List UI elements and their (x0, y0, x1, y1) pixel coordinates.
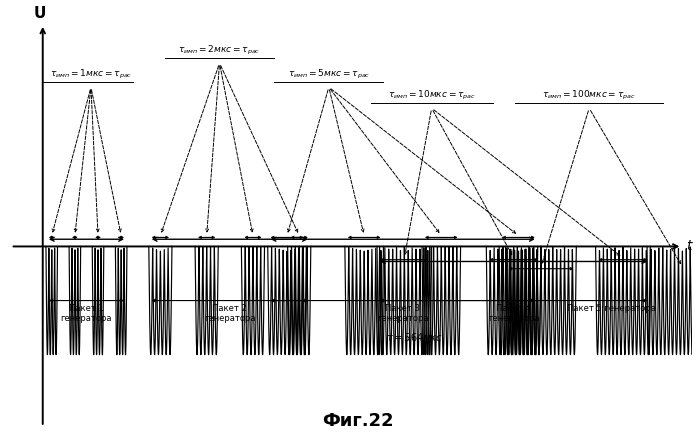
Text: Пакет 1
генератора: Пакет 1 генератора (61, 304, 113, 323)
Text: $\tau_{\mathit{имп}}=5\mathit{мкс}=\tau_{\mathit{рас}}$: $\tau_{\mathit{имп}}=5\mathit{мкс}=\tau_… (288, 68, 370, 81)
Text: $\tau_{\mathit{имп}}=10\mathit{мкс}=\tau_{\mathit{рас}}$: $\tau_{\mathit{имп}}=10\mathit{мкс}=\tau… (388, 89, 476, 102)
Text: Пакет 2
генератора: Пакет 2 генератора (204, 304, 256, 323)
Text: $\tau_{\mathit{имп}}=1\mathit{мкс}=\tau_{\mathit{рас}}$: $\tau_{\mathit{имп}}=1\mathit{мкс}=\tau_… (50, 68, 132, 81)
Text: Пакет 5 генератора: Пакет 5 генератора (567, 304, 656, 312)
Text: Пакет 3
генератора: Пакет 3 генератора (377, 304, 428, 323)
Text: Пакет 4
генератора: Пакет 4 генератора (488, 304, 540, 323)
Text: $t$: $t$ (686, 239, 693, 253)
Text: Фиг.22: Фиг.22 (322, 412, 394, 430)
Text: U: U (34, 6, 45, 21)
Text: $\tau_{\mathit{имп}}=100\mathit{мкс}=\tau_{\mathit{рас}}$: $\tau_{\mathit{имп}}=100\mathit{мкс}=\ta… (542, 89, 636, 102)
Text: $\tau_{\mathit{имп}}=2\mathit{мкс}=\tau_{\mathit{рас}}$: $\tau_{\mathit{имп}}=2\mathit{мкс}=\tau_… (178, 44, 261, 57)
Text: $\tau=564\mathit{мкс}$: $\tau=564\mathit{мкс}$ (386, 331, 442, 343)
